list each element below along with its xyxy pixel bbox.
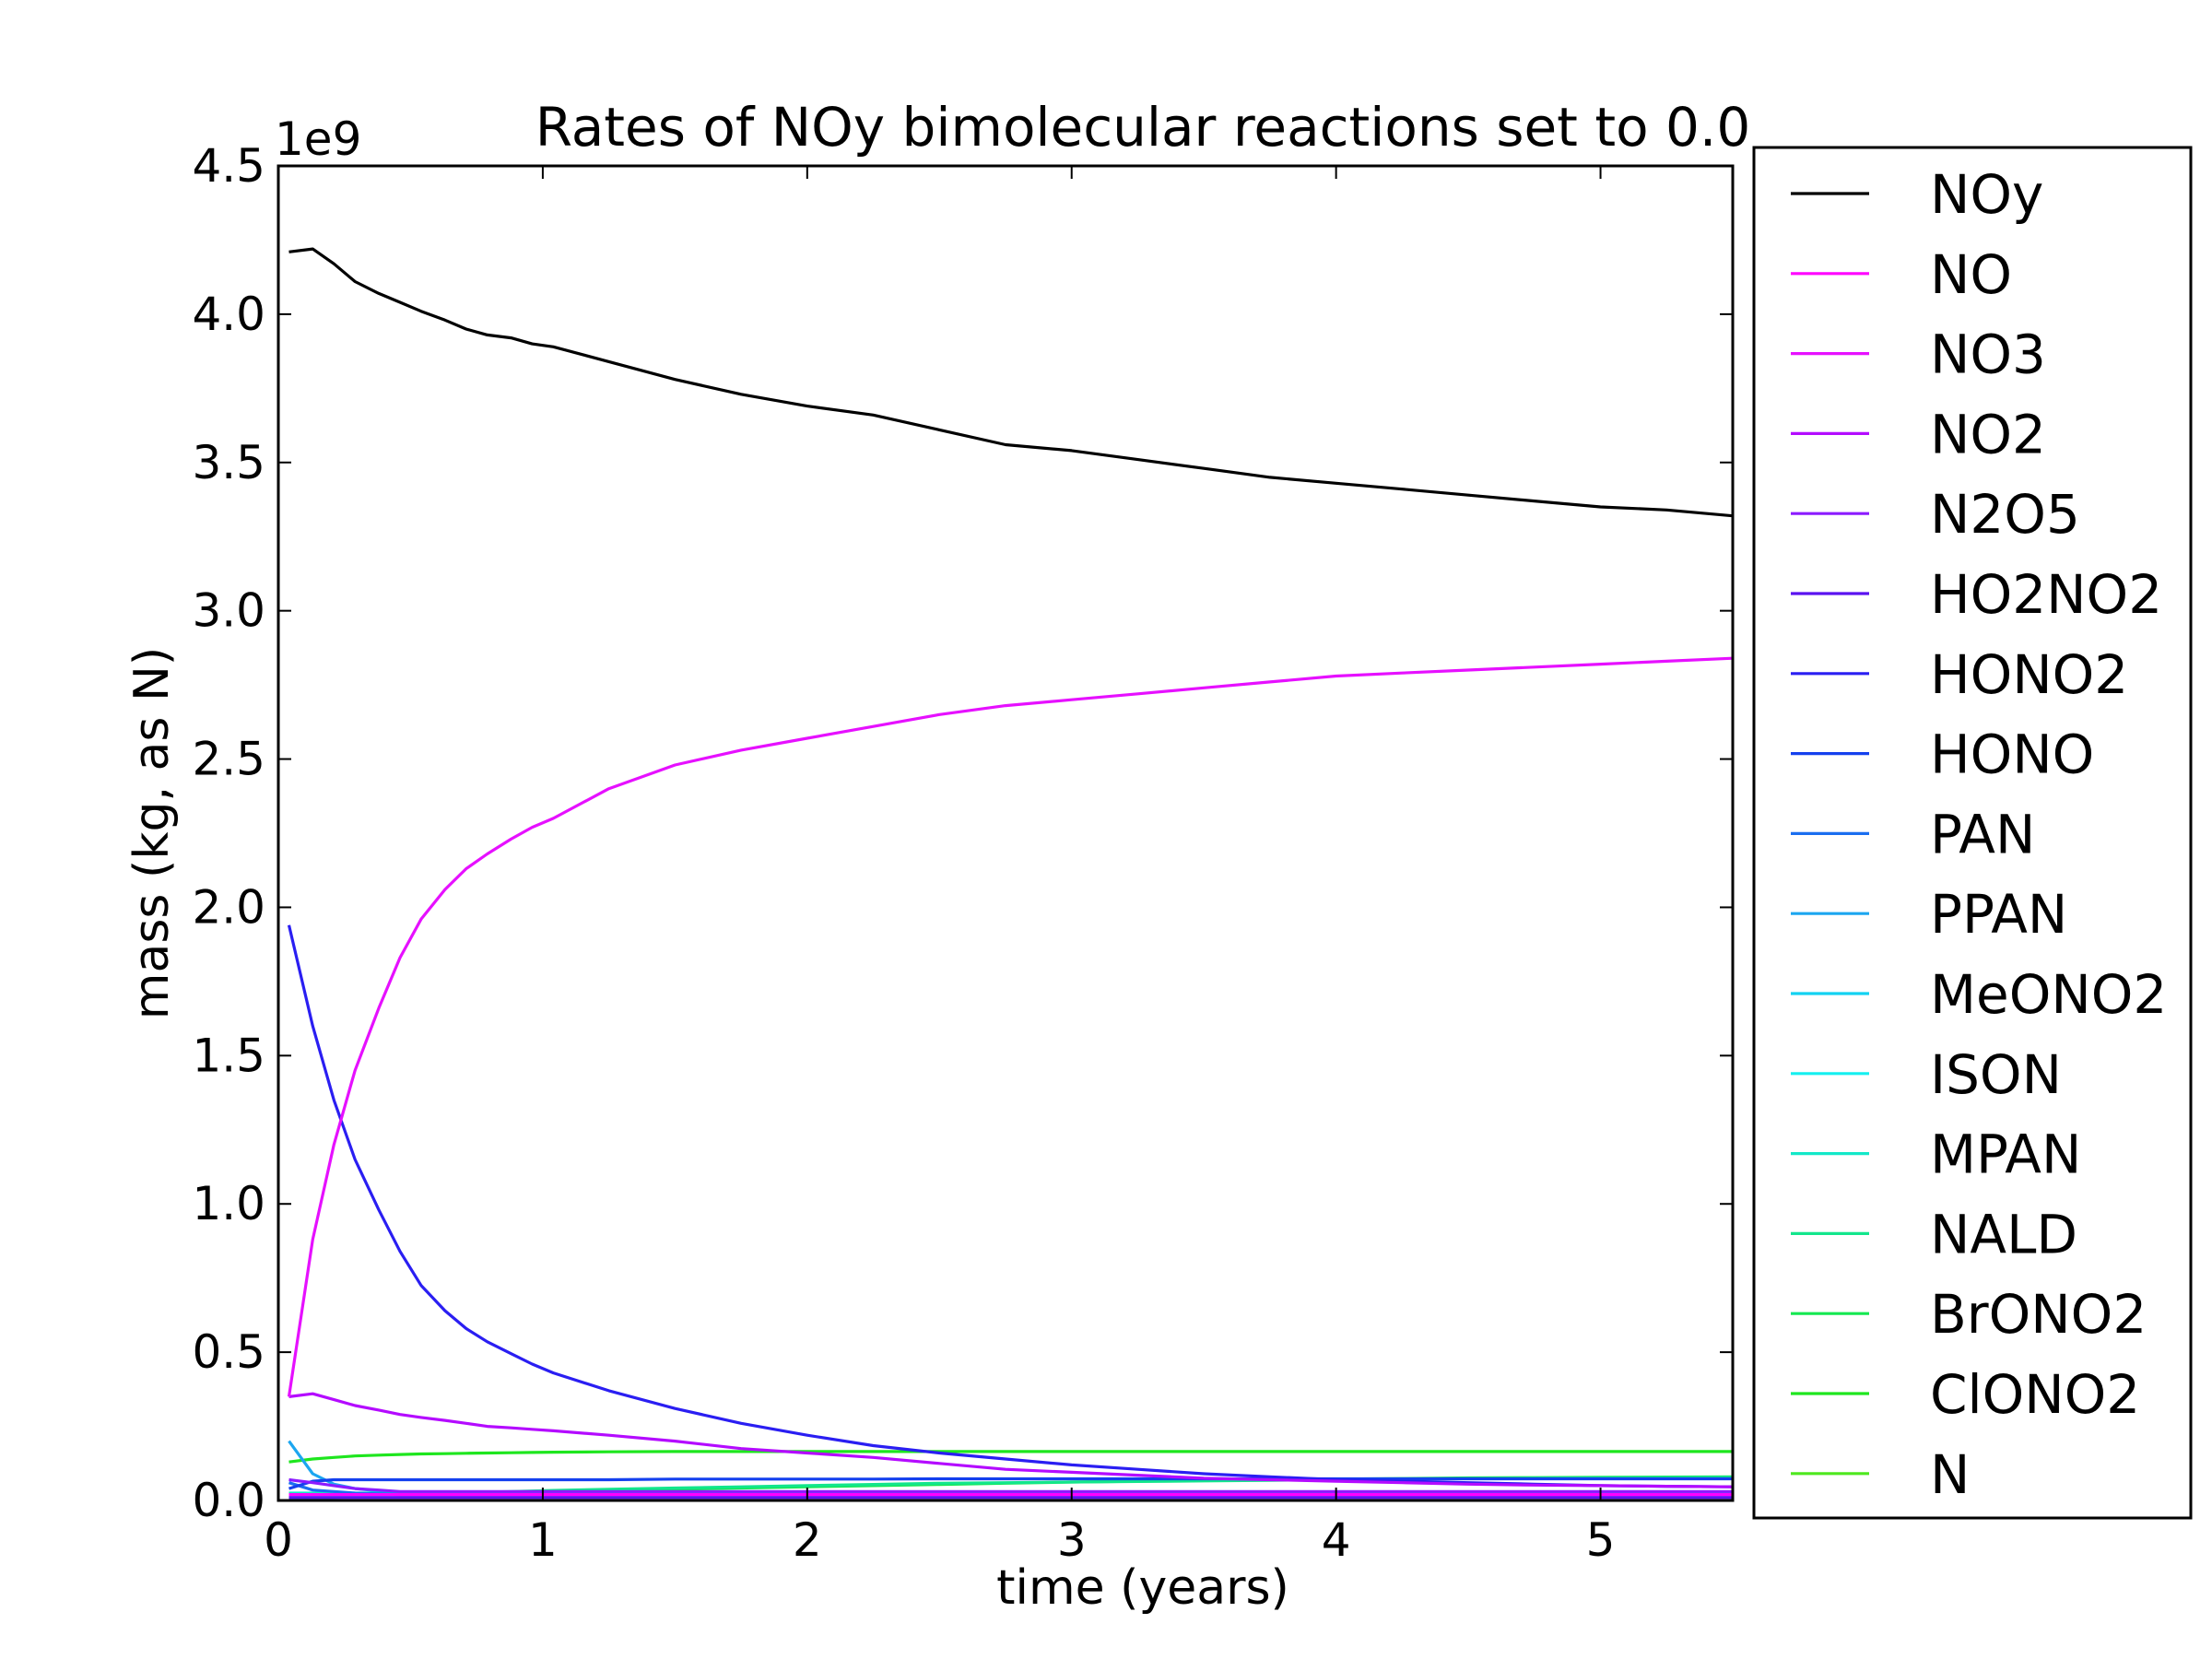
series-line-noy: [288, 247, 1733, 518]
legend-item-ho2no2: HO2NO2: [1791, 563, 2162, 626]
series-line-no2: [288, 1392, 1733, 1488]
x-axis-label: time (years): [996, 1560, 1289, 1616]
legend-item-nald: NALD: [1791, 1203, 2077, 1265]
y-tick-label: 4.0: [192, 288, 265, 341]
legend-item-brono2: BrONO2: [1791, 1283, 2147, 1346]
legend-label: MeONO2: [1930, 963, 2167, 1026]
x-tick-label: 0: [264, 1513, 293, 1567]
y-tick-label: 3.0: [192, 584, 265, 638]
legend-label: HO2NO2: [1930, 563, 2162, 626]
legend-label: N2O5: [1930, 483, 2080, 546]
legend-item-noy: NOy: [1791, 163, 2043, 226]
legend-item-mpan: MPAN: [1791, 1124, 2081, 1186]
series-line-n2o5: [288, 1477, 1733, 1493]
legend-item-meono2: MeONO2: [1791, 963, 2167, 1026]
legend-label: HONO: [1930, 724, 2094, 786]
y-tick-label: 1.5: [192, 1029, 265, 1082]
x-tick-label: 2: [793, 1513, 822, 1567]
series-layer: [287, 247, 1733, 1500]
legend-item-clono2: ClONO2: [1791, 1363, 2140, 1426]
legend-label: MPAN: [1930, 1124, 2081, 1186]
x-tick-label: 5: [1586, 1513, 1616, 1567]
series-line-no3: [287, 656, 1733, 1397]
chart-title: Rates of NOy bimolecular reactions set t…: [535, 96, 1751, 159]
legend-label: ISON: [1930, 1043, 2062, 1106]
series-line-hono2: [287, 924, 1733, 1488]
legend-label: ClONO2: [1930, 1363, 2140, 1426]
legend-label: PAN: [1930, 803, 2035, 865]
y-axis-label: mass (kg, as N): [124, 647, 180, 1019]
legend: NOy NO NO3 NO2 N2O5 HO2NO2 HONO2 HONO PAN PPAN MeO…: [1752, 146, 2193, 1520]
legend-label: NO2: [1930, 403, 2046, 465]
tick-layer: 0 1 2 3 4 5 0.0 0.5 1.0 1.5 2.0 2.5 3.0 3.5 4.0 4.5: [192, 139, 1733, 1567]
legend-item-n2o5: N2O5: [1791, 483, 2080, 546]
y-tick-label: 2.5: [192, 733, 265, 786]
y-tick-label: 4.5: [192, 139, 265, 193]
y-tick-label: 0.0: [192, 1474, 265, 1527]
y-tick-label: 0.5: [192, 1325, 265, 1379]
legend-item-no2: NO2: [1791, 403, 2046, 465]
legend-label: NO3: [1930, 324, 2046, 386]
series-line-hono: [288, 1477, 1733, 1490]
legend-label: HONO2: [1930, 643, 2128, 706]
x-tick-label: 1: [528, 1513, 558, 1567]
legend-label: PPAN: [1930, 883, 2067, 946]
legend-item-hono2: HONO2: [1791, 643, 2128, 706]
y-tick-label: 1.0: [192, 1177, 265, 1230]
legend-label: NOy: [1930, 163, 2043, 226]
series-line-clono2: [288, 1450, 1733, 1464]
legend-item-ppan: PPAN: [1791, 883, 2067, 946]
legend-item-n: N: [1791, 1443, 1970, 1506]
y-tick-label: 3.5: [192, 436, 265, 489]
legend-label: NO: [1930, 243, 2012, 306]
legend-item-no: NO: [1791, 243, 2012, 306]
x-tick-label: 4: [1322, 1513, 1351, 1567]
legend-label: BrONO2: [1930, 1283, 2147, 1346]
y-offset-label: 1e9: [275, 112, 361, 166]
legend-item-ison: ISON: [1791, 1043, 2062, 1106]
plot-frame: [276, 164, 1735, 1502]
x-tick-label: 3: [1057, 1513, 1087, 1567]
y-tick-label: 2.0: [192, 880, 265, 934]
legend-item-pan: PAN: [1791, 803, 2035, 865]
legend-label: N: [1930, 1443, 1970, 1506]
legend-label: NALD: [1930, 1203, 2077, 1265]
legend-item-hono: HONO: [1791, 724, 2094, 786]
legend-item-no3: NO3: [1791, 324, 2046, 386]
